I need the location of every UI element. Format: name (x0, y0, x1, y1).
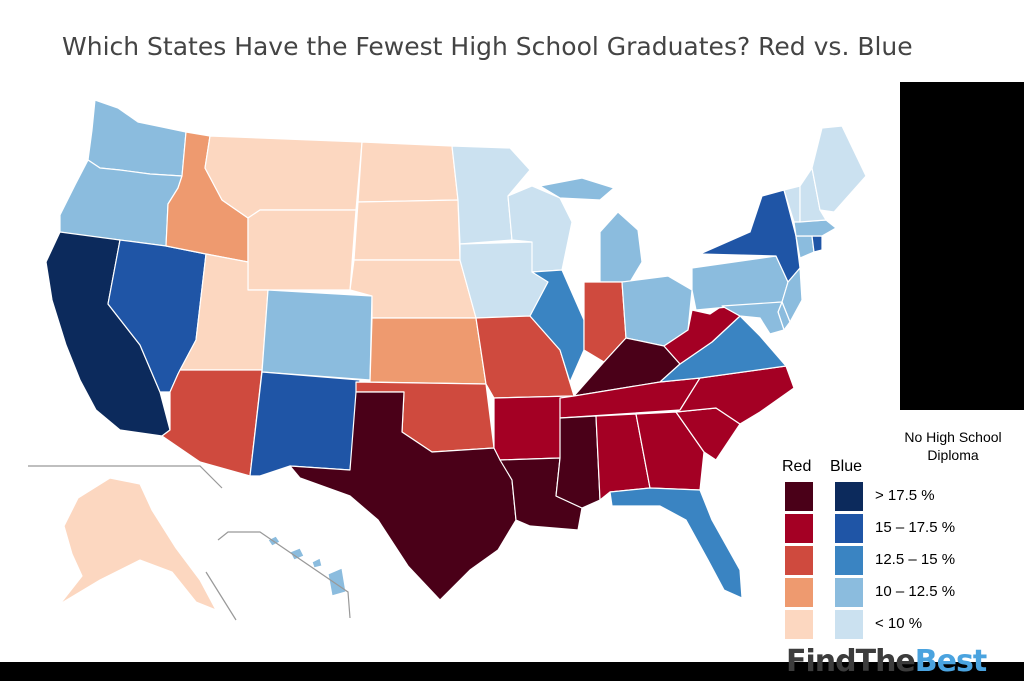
legend-swatch-red (785, 610, 813, 639)
legend-swatch-blue (835, 578, 863, 607)
legend-swatch-red (785, 482, 813, 511)
state-ND[interactable] (357, 141, 459, 203)
state-WY[interactable] (247, 209, 357, 291)
legend-range-label: 12.5 – 15 % (875, 551, 956, 568)
state-TX[interactable] (289, 391, 517, 601)
legend-swatch-blue (835, 514, 863, 543)
inset-divider-alaska (28, 465, 223, 489)
title-band (0, 0, 1024, 82)
state-MD[interactable] (721, 301, 785, 335)
legend-red-heading: Red (782, 458, 812, 475)
legend-range-label: 10 – 12.5 % (875, 583, 956, 600)
legend-swatch-red (785, 514, 813, 543)
brand-logo: FindTheBest (786, 644, 987, 679)
state-NJ[interactable] (781, 267, 803, 323)
legend-range-label: > 17.5 % (875, 487, 935, 504)
legend-swatch-red (785, 578, 813, 607)
state-AK[interactable] (59, 477, 217, 611)
legend-range-label: < 10 % (875, 615, 923, 632)
legend-range-label: 15 – 17.5 % (875, 519, 956, 536)
page-title: Which States Have the Fewest High School… (62, 32, 913, 61)
state-NM[interactable] (249, 371, 361, 477)
state-CO[interactable] (261, 289, 373, 381)
state-FL[interactable] (609, 487, 743, 599)
brand-logo-part1: FindThe (786, 644, 916, 679)
state-ME[interactable] (811, 125, 867, 213)
inset-divider-hawaii (217, 531, 351, 619)
legend-swatch-red (785, 546, 813, 575)
legend-swatch-blue (835, 482, 863, 511)
legend-title-line2: Diploma (927, 447, 979, 463)
state-IL[interactable] (529, 269, 585, 383)
legend: No High School Diploma Red Blue > 17.5 %… (770, 422, 1020, 662)
legend-blue-heading: Blue (830, 458, 863, 475)
inset-divider-alaska-bottom (205, 571, 237, 621)
state-RI[interactable] (811, 235, 823, 253)
brand-logo-part2: Best (914, 644, 987, 679)
state-KS[interactable] (369, 317, 487, 385)
state-AZ[interactable] (161, 369, 263, 477)
legend-swatch-blue (835, 546, 863, 575)
state-HI[interactable] (267, 535, 347, 597)
state-MS[interactable] (555, 415, 601, 509)
legend-title-line1: No High School (904, 429, 1002, 445)
state-WA[interactable] (87, 99, 187, 177)
legend-title: No High School Diploma (878, 428, 1024, 464)
state-PA[interactable] (691, 255, 789, 311)
state-SD[interactable] (353, 199, 461, 261)
legend-swatch-blue (835, 610, 863, 639)
state-GA[interactable] (635, 411, 705, 491)
